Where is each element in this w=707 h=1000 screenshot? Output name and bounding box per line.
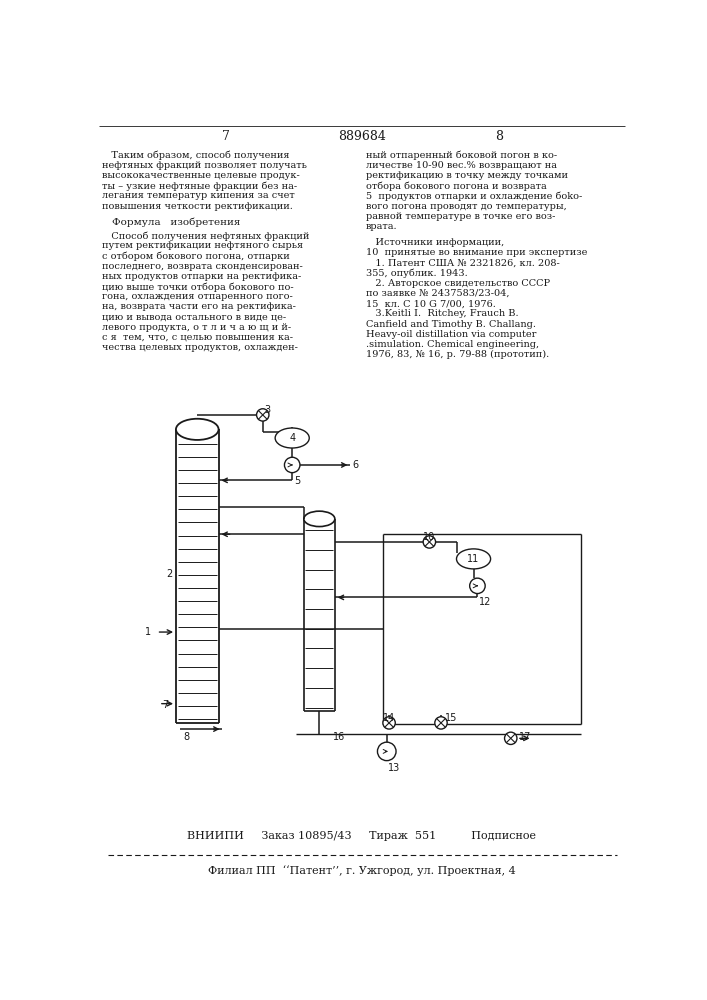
Text: 5: 5 <box>293 476 300 486</box>
Text: 16: 16 <box>332 732 345 742</box>
Text: с я  тем, что, с целью повышения ка-: с я тем, что, с целью повышения ка- <box>103 333 293 342</box>
Text: повышения четкости ректификации.: повышения четкости ректификации. <box>103 202 293 211</box>
Circle shape <box>378 742 396 761</box>
Text: 6: 6 <box>352 460 358 470</box>
Text: 7: 7 <box>162 700 168 710</box>
Text: 10: 10 <box>423 532 436 542</box>
Text: по заявке № 2437583/23-04,: по заявке № 2437583/23-04, <box>366 289 509 298</box>
Text: 4: 4 <box>289 433 296 443</box>
Text: гона, охлаждения отпаренного пого-: гона, охлаждения отпаренного пого- <box>103 292 293 301</box>
Text: нефтяных фракций позволяет получать: нефтяных фракций позволяет получать <box>103 161 308 170</box>
Text: легания температур кипения за счет: легания температур кипения за счет <box>103 191 295 200</box>
Text: чества целевых продуктов, охлажден-: чества целевых продуктов, охлажден- <box>103 343 298 352</box>
Text: равной температуре в точке его воз-: равной температуре в точке его воз- <box>366 212 555 221</box>
Text: 3: 3 <box>264 405 270 415</box>
Text: Филиал ПП  ‘‘Патент’’, г. Ужгород, ул. Проектная, 4: Филиал ПП ‘‘Патент’’, г. Ужгород, ул. Пр… <box>208 865 516 876</box>
Text: вого погона проводят до температуры,: вого погона проводят до температуры, <box>366 202 566 211</box>
Text: Формула   изобретения: Формула изобретения <box>112 218 240 227</box>
Text: 5  продуктов отпарки и охлаждение бoko-: 5 продуктов отпарки и охлаждение бoko- <box>366 191 582 201</box>
Text: 13: 13 <box>388 763 401 773</box>
Text: путем ректификации нефтяного сырья: путем ректификации нефтяного сырья <box>103 241 303 250</box>
Text: Canfield and Timothy B. Challang.: Canfield and Timothy B. Challang. <box>366 320 536 329</box>
Text: высококачественные целевые продук-: высококачественные целевые продук- <box>103 171 300 180</box>
Text: 355, опублик. 1943.: 355, опублик. 1943. <box>366 269 467 278</box>
Text: на, возврата части его на ректифика-: на, возврата части его на ректифика- <box>103 302 296 311</box>
Ellipse shape <box>304 511 335 527</box>
Text: Источники информации,: Источники информации, <box>366 238 504 247</box>
Text: 10  принятые во внимание при экспертизе: 10 принятые во внимание при экспертизе <box>366 248 588 257</box>
Text: ректификацию в точку между точками: ректификацию в точку между точками <box>366 171 568 180</box>
Text: врата.: врата. <box>366 222 397 231</box>
Text: 1: 1 <box>145 627 151 637</box>
Text: 8: 8 <box>184 732 189 742</box>
Circle shape <box>505 732 517 744</box>
Text: 2. Авторское свидетельство СССР: 2. Авторское свидетельство СССР <box>366 279 550 288</box>
Text: последнего, возврата сконденсирован-: последнего, возврата сконденсирован- <box>103 262 303 271</box>
Text: 15  кл. С 10 G 7/00, 1976.: 15 кл. С 10 G 7/00, 1976. <box>366 299 496 308</box>
Text: 14: 14 <box>383 713 395 723</box>
Text: 17: 17 <box>518 732 531 742</box>
Text: Таким образом, способ получения: Таким образом, способ получения <box>103 151 290 160</box>
Text: с отбором бокового погона, отпарки: с отбором бокового погона, отпарки <box>103 252 290 261</box>
Text: 11: 11 <box>467 554 479 564</box>
Text: Способ получения нефтяных фракций: Способ получения нефтяных фракций <box>103 231 310 241</box>
Text: 7: 7 <box>221 130 230 143</box>
Text: 8: 8 <box>495 130 503 143</box>
Ellipse shape <box>275 428 309 448</box>
Text: 15: 15 <box>445 713 457 723</box>
Text: 1. Патент США № 2321826, кл. 208-: 1. Патент США № 2321826, кл. 208- <box>366 259 559 268</box>
Circle shape <box>383 717 395 729</box>
Circle shape <box>423 536 436 548</box>
Text: личестве 10-90 вес.% возвращают на: личестве 10-90 вес.% возвращают на <box>366 161 557 170</box>
Ellipse shape <box>176 419 218 440</box>
Text: отбора бокового погона и возврата: отбора бокового погона и возврата <box>366 181 547 191</box>
Text: цию выше точки отбора бокового по-: цию выше точки отбора бокового по- <box>103 282 294 292</box>
Ellipse shape <box>457 549 491 569</box>
Text: ный отпаренный боковой погон в ко-: ный отпаренный боковой погон в ко- <box>366 151 557 160</box>
Text: ты – узкие нефтяные фракции без на-: ты – узкие нефтяные фракции без на- <box>103 181 298 191</box>
Text: 889684: 889684 <box>338 130 386 143</box>
Circle shape <box>469 578 485 594</box>
Text: ных продуктов отпарки на ректифика-: ных продуктов отпарки на ректифика- <box>103 272 302 281</box>
Text: 1976, 83, № 16, p. 79-88 (прототип).: 1976, 83, № 16, p. 79-88 (прототип). <box>366 350 549 359</box>
Text: 2: 2 <box>166 569 172 579</box>
Text: 12: 12 <box>479 597 491 607</box>
Circle shape <box>284 457 300 473</box>
Text: ВНИИПИ     Заказ 10895/43     Тираж  551          Подписное: ВНИИПИ Заказ 10895/43 Тираж 551 Подписно… <box>187 831 537 841</box>
Circle shape <box>435 717 448 729</box>
Circle shape <box>257 409 269 421</box>
Text: 3.Keitli I.  Ritchey, Frauch B.: 3.Keitli I. Ritchey, Frauch B. <box>366 309 518 318</box>
Text: цию и вывода остального в виде це-: цию и вывода остального в виде це- <box>103 312 286 321</box>
Text: левого продукта, о т л и ч а ю щ и й-: левого продукта, о т л и ч а ю щ и й- <box>103 323 291 332</box>
Text: Heavy-oil distillation via computer: Heavy-oil distillation via computer <box>366 330 536 339</box>
Text: .simulation. Chemical engineering,: .simulation. Chemical engineering, <box>366 340 539 349</box>
